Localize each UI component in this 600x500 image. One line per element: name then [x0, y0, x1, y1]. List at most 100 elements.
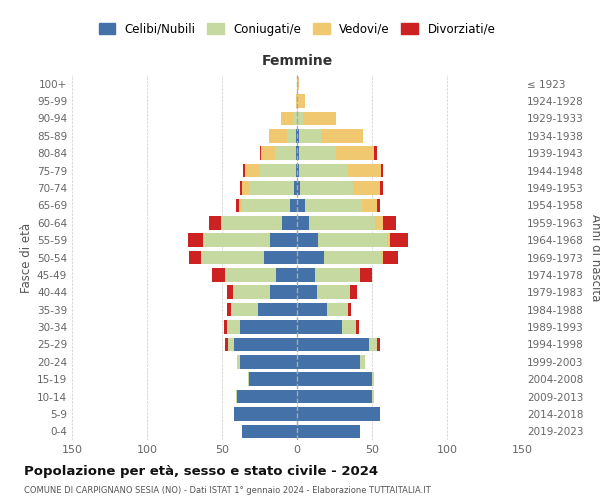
- Bar: [297, 94, 305, 108]
- Bar: [243, 164, 245, 177]
- Bar: [297, 129, 299, 142]
- Bar: [237, 355, 240, 368]
- Bar: [299, 129, 321, 142]
- Bar: [299, 146, 336, 160]
- Bar: [275, 146, 296, 160]
- Legend: Celibi/Nubili, Coniugati/e, Vedovi/e, Divorziati/e: Celibi/Nubili, Coniugati/e, Vedovi/e, Di…: [98, 22, 496, 36]
- Bar: [297, 303, 327, 316]
- Bar: [241, 424, 297, 438]
- Bar: [355, 320, 359, 334]
- Bar: [377, 338, 380, 351]
- Bar: [387, 234, 390, 247]
- Bar: [245, 164, 260, 177]
- Bar: [296, 146, 297, 160]
- Bar: [297, 286, 317, 299]
- Bar: [221, 216, 222, 230]
- Bar: [309, 216, 375, 230]
- Bar: [239, 198, 241, 212]
- Bar: [297, 338, 369, 351]
- Bar: [390, 234, 408, 247]
- Bar: [227, 320, 240, 334]
- Bar: [324, 250, 381, 264]
- Bar: [187, 234, 203, 247]
- Text: Popolazione per età, sesso e stato civile - 2024: Popolazione per età, sesso e stato civil…: [24, 464, 378, 477]
- Bar: [225, 268, 276, 281]
- Bar: [297, 146, 299, 160]
- Bar: [227, 286, 233, 299]
- Bar: [201, 250, 264, 264]
- Bar: [234, 338, 297, 351]
- Bar: [297, 77, 299, 90]
- Bar: [297, 112, 303, 125]
- Bar: [234, 407, 297, 420]
- Bar: [240, 181, 241, 195]
- Y-axis label: Anni di nascita: Anni di nascita: [589, 214, 600, 301]
- Bar: [240, 320, 297, 334]
- Bar: [342, 320, 355, 334]
- Bar: [269, 129, 287, 142]
- Bar: [297, 250, 324, 264]
- Bar: [293, 112, 297, 125]
- Bar: [233, 286, 270, 299]
- Bar: [222, 216, 282, 230]
- Bar: [348, 164, 381, 177]
- Bar: [249, 372, 297, 386]
- Bar: [336, 146, 373, 160]
- Bar: [348, 303, 351, 316]
- Bar: [373, 146, 377, 160]
- Bar: [296, 164, 297, 177]
- Bar: [297, 320, 342, 334]
- Bar: [223, 320, 227, 334]
- Bar: [317, 286, 349, 299]
- Bar: [303, 112, 336, 125]
- Y-axis label: Fasce di età: Fasce di età: [20, 222, 33, 292]
- Bar: [260, 164, 296, 177]
- Bar: [297, 407, 380, 420]
- Bar: [235, 390, 237, 404]
- Bar: [297, 372, 372, 386]
- Bar: [377, 198, 380, 212]
- Bar: [241, 181, 249, 195]
- Bar: [296, 94, 297, 108]
- Bar: [349, 286, 357, 299]
- Bar: [300, 181, 353, 195]
- Bar: [381, 250, 383, 264]
- Bar: [360, 268, 372, 281]
- Bar: [360, 355, 365, 368]
- Bar: [296, 129, 297, 142]
- Bar: [264, 250, 297, 264]
- Bar: [231, 303, 258, 316]
- Bar: [297, 164, 299, 177]
- Bar: [372, 372, 373, 386]
- Bar: [235, 198, 239, 212]
- Bar: [189, 250, 201, 264]
- Bar: [227, 303, 231, 316]
- Bar: [297, 234, 318, 247]
- Bar: [270, 234, 297, 247]
- Bar: [249, 181, 294, 195]
- Bar: [315, 268, 360, 281]
- Bar: [297, 198, 305, 212]
- Bar: [258, 303, 297, 316]
- Bar: [260, 146, 261, 160]
- Bar: [353, 181, 380, 195]
- Bar: [240, 355, 297, 368]
- Bar: [282, 216, 297, 230]
- Bar: [297, 390, 372, 404]
- Bar: [212, 268, 225, 281]
- Bar: [381, 164, 383, 177]
- Bar: [369, 338, 377, 351]
- Bar: [297, 355, 360, 368]
- Bar: [203, 234, 270, 247]
- Bar: [287, 129, 296, 142]
- Bar: [281, 112, 293, 125]
- Bar: [327, 303, 348, 316]
- Bar: [276, 268, 297, 281]
- Bar: [294, 181, 297, 195]
- Bar: [225, 338, 228, 351]
- Bar: [241, 198, 290, 212]
- Bar: [297, 424, 360, 438]
- Bar: [372, 390, 373, 404]
- Bar: [297, 268, 315, 281]
- Bar: [321, 129, 363, 142]
